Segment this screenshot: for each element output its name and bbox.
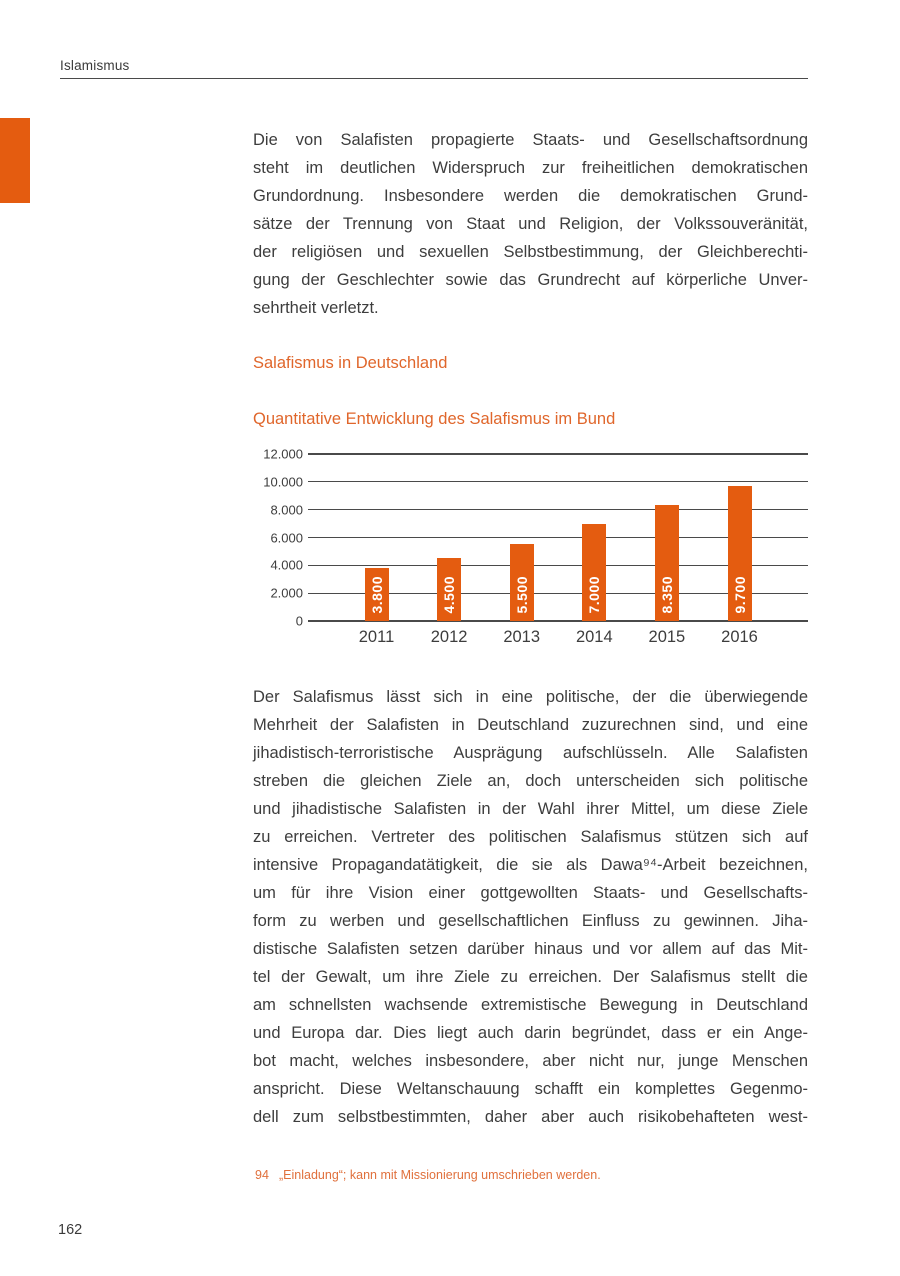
header-rule (60, 78, 808, 80)
year-label: 2015 (648, 628, 686, 646)
gridline (308, 592, 808, 594)
text-line: Die von Salafisten propagierte Staats- u… (253, 131, 808, 149)
bar: 3.800 (364, 568, 389, 621)
text-line: der religiösen und sexuellen Selbstbesti… (253, 243, 808, 261)
bar-value-label: 9.700 (731, 576, 748, 614)
text-line: streben die gleichen Ziele an, doch unte… (253, 772, 808, 790)
ytick-label: 12.000 (263, 446, 303, 462)
text-line: Grundordnung. Insbesondere werden die de… (253, 187, 808, 205)
text-line: form zu werben und gesellschaftlichen Ei… (253, 912, 808, 930)
paragraph-1: Die von Salafisten propagierte Staats- u… (253, 126, 808, 322)
ytick-label: 0 (295, 613, 303, 629)
text-line: sätze der Trennung von Staat und Religio… (253, 215, 808, 233)
text-line: und Europa dar. Dies liegt auch darin be… (253, 1024, 808, 1042)
bar: 8.350 (654, 504, 679, 621)
text-line: dell zum selbstbestimmten, daher aber au… (253, 1108, 808, 1126)
text-line: tel der Gewalt, um ihre Ziele zu erreich… (253, 968, 808, 986)
text-line: Mehrheit der Salafisten in Deutschland z… (253, 716, 808, 734)
gridline (308, 481, 808, 483)
ytick-label: 4.000 (270, 557, 303, 573)
paragraph-2: Der Salafismus lässt sich in eine politi… (253, 683, 808, 1131)
bar: 7.000 (582, 523, 607, 621)
ytick-label: 6.000 (270, 530, 303, 545)
gridline (308, 509, 808, 511)
page-number: 162 (58, 1222, 83, 1238)
chart-title: Quantitative Entwicklung des Salafismus … (253, 410, 616, 428)
gridline (308, 453, 808, 455)
bar-value-label: 7.000 (586, 576, 603, 614)
ytick-label: 8.000 (270, 502, 303, 518)
running-header-label: Islamismus (60, 58, 130, 73)
bar-value-label: 3.800 (368, 576, 385, 614)
text-line: gung der Geschlechter sowie das Grundrec… (253, 271, 808, 289)
section-heading: Salafismus in Deutschland (253, 354, 448, 372)
chart-yaxis: 12.000 10.000 8.000 6.000 4.000 2.000 0 (253, 447, 303, 629)
chart-plot: 3.800 2011 4.500 2012 5.500 2013 7.000 2014 8.35… (308, 453, 808, 646)
gridline (308, 620, 808, 622)
text-line: Der Salafismus lässt sich in eine politi… (253, 688, 808, 706)
year-label: 2013 (503, 628, 541, 646)
bar-chart: 12.000 10.000 8.000 6.000 4.000 2.000 0 3.800 2… (253, 447, 808, 664)
bar: 4.500 (437, 558, 462, 621)
bar: 5.500 (509, 544, 534, 621)
footnote-number: 94 (255, 1168, 269, 1182)
year-label: 2012 (430, 628, 468, 646)
text-line: distische Salafisten setzen darüber hina… (253, 940, 808, 958)
text-line: jihadistisch-terroristische Ausprägung a… (253, 744, 808, 762)
gridline (308, 536, 808, 539)
year-label: 2014 (575, 628, 613, 646)
year-label: 2016 (721, 628, 758, 646)
text-line: bot macht, welches insbesondere, aber ni… (253, 1052, 808, 1070)
text-line: zu erreichen. Vertreter des politischen … (253, 828, 808, 846)
year-label: 2011 (358, 628, 395, 646)
margin-accent-block (0, 118, 30, 203)
gridline (308, 564, 808, 566)
ytick-label: 2.000 (270, 585, 303, 601)
text-line: anspricht. Diese Weltanschauung schafft … (253, 1080, 808, 1098)
footnote-text: „Einladung“; kann mit Missionierung umsc… (279, 1168, 601, 1182)
text-line: sehrtheit verletzt. (253, 299, 379, 317)
text-line: intensive Propagandatätigkeit, die sie a… (253, 856, 808, 874)
text-line: und jihadistische Salafisten in der Wahl… (253, 800, 808, 818)
text-line: am schnellsten wachsende extremistische … (253, 996, 808, 1014)
content-column: Die von Salafisten propagierte Staats- u… (253, 0, 808, 1276)
text-line: um für ihre Vision einer gottgewollten S… (253, 884, 808, 902)
bar-value-label: 4.500 (441, 576, 458, 614)
bar-value-label: 8.350 (658, 576, 675, 614)
ytick-label: 10.000 (263, 474, 303, 490)
text-line: steht im deutlichen Widerspruch zur frei… (253, 159, 808, 177)
bar-value-label: 5.500 (513, 576, 530, 614)
bar: 9.700 (727, 486, 752, 621)
